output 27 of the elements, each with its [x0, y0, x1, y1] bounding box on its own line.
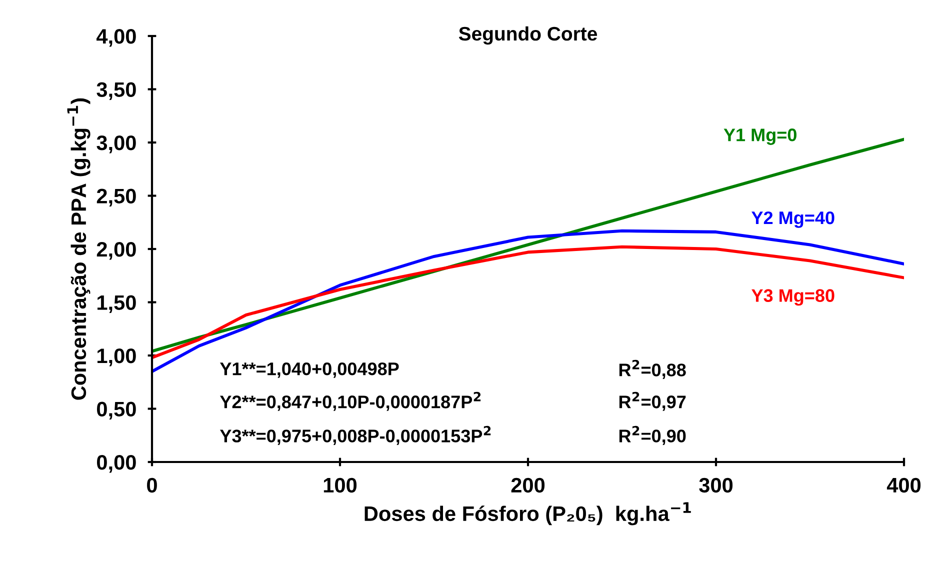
y-tick-label: 3,00 — [96, 136, 136, 154]
y-tick-label: 2,50 — [96, 188, 136, 207]
x-tick-label: 100 — [324, 478, 357, 493]
annotation: Y3**=0,975+0,008P-0,0000153P$^{2}$ — [220, 426, 491, 446]
x-tick-label: 400 — [886, 478, 921, 493]
chart-title: Segundo Corte — [458, 26, 598, 45]
annotation: Y1**=1,040+0,00498P — [220, 362, 399, 378]
x-tick-label: 200 — [511, 478, 545, 493]
y-tick-label: 1,50 — [97, 295, 136, 314]
y-axis-title: Concentração de PPA (g.kg$^{−1}$) — [67, 98, 90, 400]
x-axis-title: Doses de Fósforo (P₂0₅) kg.ha$^{−1}$ — [364, 502, 691, 526]
annotation: Y2**=0,847+0,10P-0,0000187P$^{2}$ — [220, 392, 481, 411]
series-label: Y3 Mg=80 — [752, 289, 834, 306]
x-tick-label: 300 — [699, 478, 733, 493]
y-tick-label: 1,00 — [97, 348, 136, 366]
series-label: Y2 Mg=40 — [752, 211, 834, 228]
annotation: R$^{2}$=0,90 — [619, 426, 686, 446]
annotation: R$^{2}$=0,97 — [619, 392, 686, 411]
y-tick-label: 4,00 — [96, 29, 136, 47]
y-tick-label: 0,00 — [97, 455, 136, 473]
y-tick-label: 3,50 — [96, 82, 136, 100]
x-tick-label: 0 — [147, 478, 157, 493]
annotation: R$^{2}$=0,88 — [619, 360, 686, 379]
y-tick-label: 2,00 — [96, 242, 136, 260]
y-tick-label: 0,50 — [97, 402, 136, 420]
series-label: Y1 Mg=0 — [724, 128, 796, 145]
line-series — [152, 245, 904, 360]
